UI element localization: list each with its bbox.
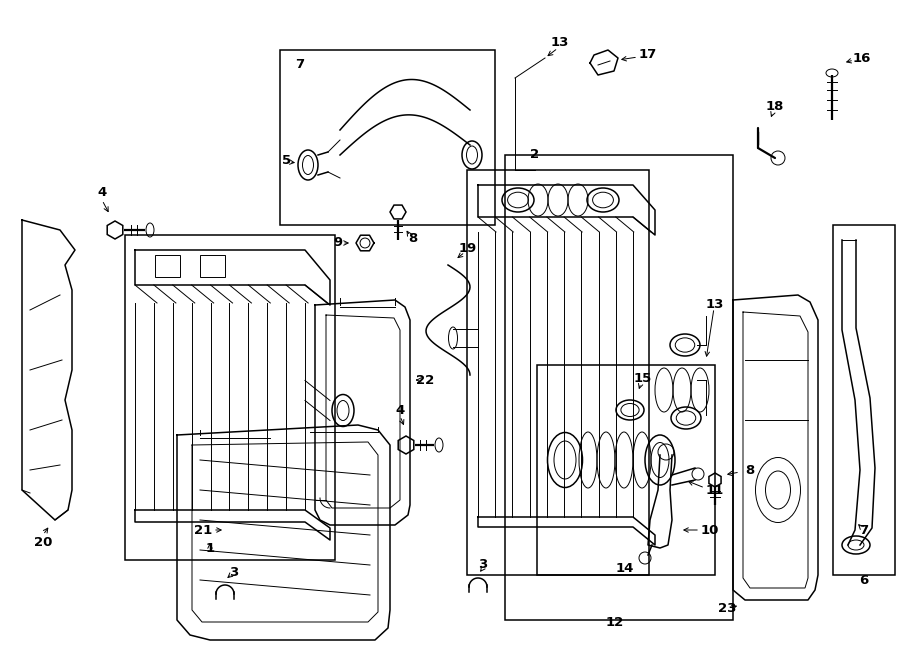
Text: 5: 5 [283,153,292,167]
Text: 14: 14 [616,561,634,574]
Text: 13: 13 [706,299,724,311]
Text: 2: 2 [530,149,540,161]
Text: 22: 22 [416,373,434,387]
Bar [833,225,895,575]
Text: 3: 3 [230,566,238,578]
Text: 13: 13 [551,36,569,48]
Text: 21: 21 [194,524,212,537]
Bar [200,255,225,277]
Text: 4: 4 [395,403,405,416]
Text: 8: 8 [409,231,418,245]
Text: 19: 19 [459,241,477,254]
Text: 11: 11 [706,483,724,496]
Text: 6: 6 [860,574,868,586]
Text: 1: 1 [205,541,214,555]
Text: 20: 20 [34,537,52,549]
Text: 10: 10 [701,524,719,537]
Text: 4: 4 [97,186,106,200]
Text: 18: 18 [766,100,784,114]
Bar [155,255,180,277]
Bar [505,155,733,620]
Text: 16: 16 [853,52,871,65]
Text: 23: 23 [718,602,736,615]
Text: 7: 7 [860,524,868,537]
Text: 3: 3 [479,559,488,572]
Text: 9: 9 [333,237,343,249]
Text: 7: 7 [295,59,304,71]
Text: 17: 17 [639,48,657,61]
Bar [537,365,715,575]
Bar [280,50,495,225]
Text: 12: 12 [606,617,624,629]
Text: 8: 8 [745,463,754,477]
Bar [125,235,335,560]
Bar [467,170,649,575]
Text: 15: 15 [634,371,652,385]
